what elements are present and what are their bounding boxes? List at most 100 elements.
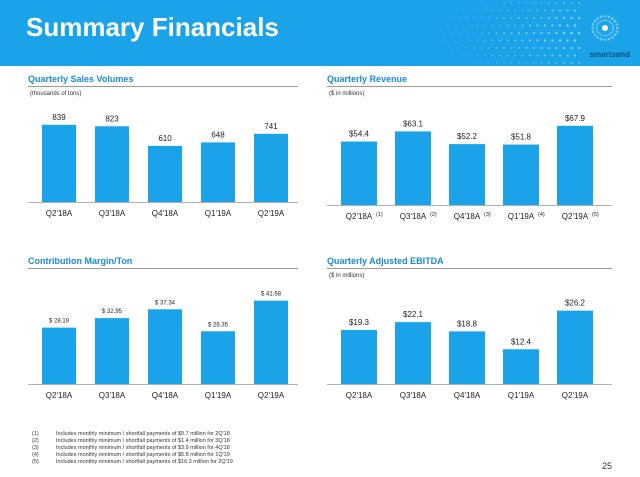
logo-dot bbox=[607, 37, 611, 41]
decor-dot bbox=[473, 17, 475, 19]
bar bbox=[42, 124, 76, 202]
x-tick-label: Q4'18A bbox=[454, 391, 481, 400]
decor-dot bbox=[548, 62, 550, 64]
data-label: 648 bbox=[211, 130, 225, 139]
decor-dot bbox=[503, 2, 505, 4]
bar bbox=[395, 322, 431, 384]
logo-dot bbox=[586, 26, 591, 30]
decor-dot bbox=[540, 16, 543, 20]
decor-dot bbox=[551, 9, 554, 12]
x-tick-label: Q2'18A bbox=[346, 391, 373, 400]
decor-dot bbox=[555, 46, 558, 50]
decor-dot bbox=[533, 2, 535, 4]
x-tick-label: Q1'19A bbox=[508, 212, 535, 221]
x-tick-label: Q3'18A bbox=[99, 209, 126, 218]
footnote-marker: (5) bbox=[592, 212, 599, 218]
footnote-marker: (3) bbox=[484, 212, 491, 218]
decor-dot bbox=[506, 54, 509, 57]
logo-dot bbox=[599, 20, 602, 23]
decor-dot bbox=[555, 2, 558, 4]
chart-subtitle: ($ in millions) bbox=[329, 273, 365, 279]
decor-dot bbox=[532, 31, 536, 35]
decor-dot bbox=[484, 54, 486, 57]
footnote: (4) Includes monthly minimum / shortfall … bbox=[32, 452, 230, 458]
data-label: $ 28.19 bbox=[49, 319, 70, 325]
bar bbox=[503, 349, 539, 384]
logo-dot bbox=[603, 38, 607, 42]
bar bbox=[449, 144, 485, 205]
decor-dot bbox=[495, 17, 498, 19]
logo-dot bbox=[612, 26, 615, 30]
decor-dot bbox=[454, 40, 456, 41]
bar bbox=[341, 141, 377, 205]
logo-dot bbox=[611, 29, 614, 32]
decor-dot bbox=[506, 24, 509, 27]
decor-dot bbox=[566, 39, 569, 42]
decor-dot bbox=[518, 47, 520, 49]
decor-dot bbox=[480, 47, 483, 49]
decor-dot bbox=[563, 2, 565, 4]
logo-dot bbox=[593, 13, 597, 17]
decor-dot bbox=[495, 2, 498, 4]
footnote: (2) Includes monthly minimum / shortfall … bbox=[32, 438, 230, 444]
logo-dot bbox=[603, 14, 607, 18]
decor-dot bbox=[484, 9, 486, 12]
decor-dot bbox=[495, 62, 498, 64]
logo-dot bbox=[608, 11, 612, 15]
decor-dot bbox=[484, 24, 486, 27]
decor-dot bbox=[499, 39, 501, 42]
decor-dot bbox=[465, 32, 468, 34]
x-tick-label: Q2'18A bbox=[46, 209, 73, 218]
decor-dot bbox=[451, 17, 452, 19]
x-tick-label: Q1'19A bbox=[205, 209, 232, 218]
data-label: $ 41.68 bbox=[261, 292, 282, 298]
decor-dot bbox=[521, 39, 524, 42]
title-rule bbox=[28, 268, 298, 269]
logo-dot bbox=[591, 26, 594, 30]
logo-dot bbox=[613, 13, 617, 17]
logo-dot bbox=[608, 33, 611, 36]
decor-dot bbox=[462, 40, 463, 41]
decor-dot bbox=[466, 17, 467, 19]
logo-dot bbox=[606, 19, 609, 22]
data-label: $26.2 bbox=[565, 299, 586, 308]
bar bbox=[503, 144, 539, 205]
bar bbox=[449, 331, 485, 384]
chart-title: Quarterly Revenue bbox=[327, 74, 408, 84]
decor-dot bbox=[578, 2, 580, 4]
decor-dot bbox=[476, 24, 479, 27]
logo-dot bbox=[613, 19, 617, 23]
logo-dot bbox=[603, 42, 607, 46]
decor-dot bbox=[503, 32, 505, 34]
logo-dot bbox=[615, 30, 619, 34]
decor-dot bbox=[503, 47, 505, 49]
revenue-chart: $54.4Q2'18A (1)$63.1Q3'18A (2)$52.2Q4'18A(… bbox=[327, 114, 612, 221]
bar bbox=[395, 131, 431, 205]
decor-dot bbox=[578, 62, 580, 64]
logo-dot bbox=[587, 31, 591, 35]
logo-dot bbox=[619, 21, 623, 25]
decor-dot bbox=[551, 39, 554, 42]
decor-dot bbox=[458, 17, 460, 19]
logo-dot bbox=[610, 22, 613, 25]
data-label: 610 bbox=[158, 134, 172, 143]
x-tick-label: Q1'19A bbox=[205, 391, 232, 400]
decor-dot bbox=[518, 2, 520, 4]
decor-dot bbox=[495, 47, 498, 49]
logo-dot bbox=[603, 10, 607, 14]
sales-volume-chart: 839 Q2'18A 823 Q3'18A 610 Q4'18A 648 Q1'19A 741 Q… bbox=[28, 113, 298, 218]
decor-dot bbox=[473, 2, 475, 4]
bar bbox=[254, 300, 288, 384]
decor-dot bbox=[480, 32, 483, 34]
decor-dot bbox=[551, 54, 554, 57]
logo-dot bbox=[589, 35, 594, 40]
data-label: $18.8 bbox=[457, 319, 478, 328]
logo-dot bbox=[587, 21, 591, 25]
decor-dot bbox=[495, 32, 498, 34]
header-banner: Summary Financials smartsand bbox=[0, 0, 640, 66]
logo-dot bbox=[613, 39, 617, 43]
bar bbox=[95, 318, 129, 384]
chart-subtitle: (thousands of tons) bbox=[30, 91, 82, 97]
logo-dot bbox=[601, 19, 604, 22]
decor-dot bbox=[570, 46, 573, 50]
